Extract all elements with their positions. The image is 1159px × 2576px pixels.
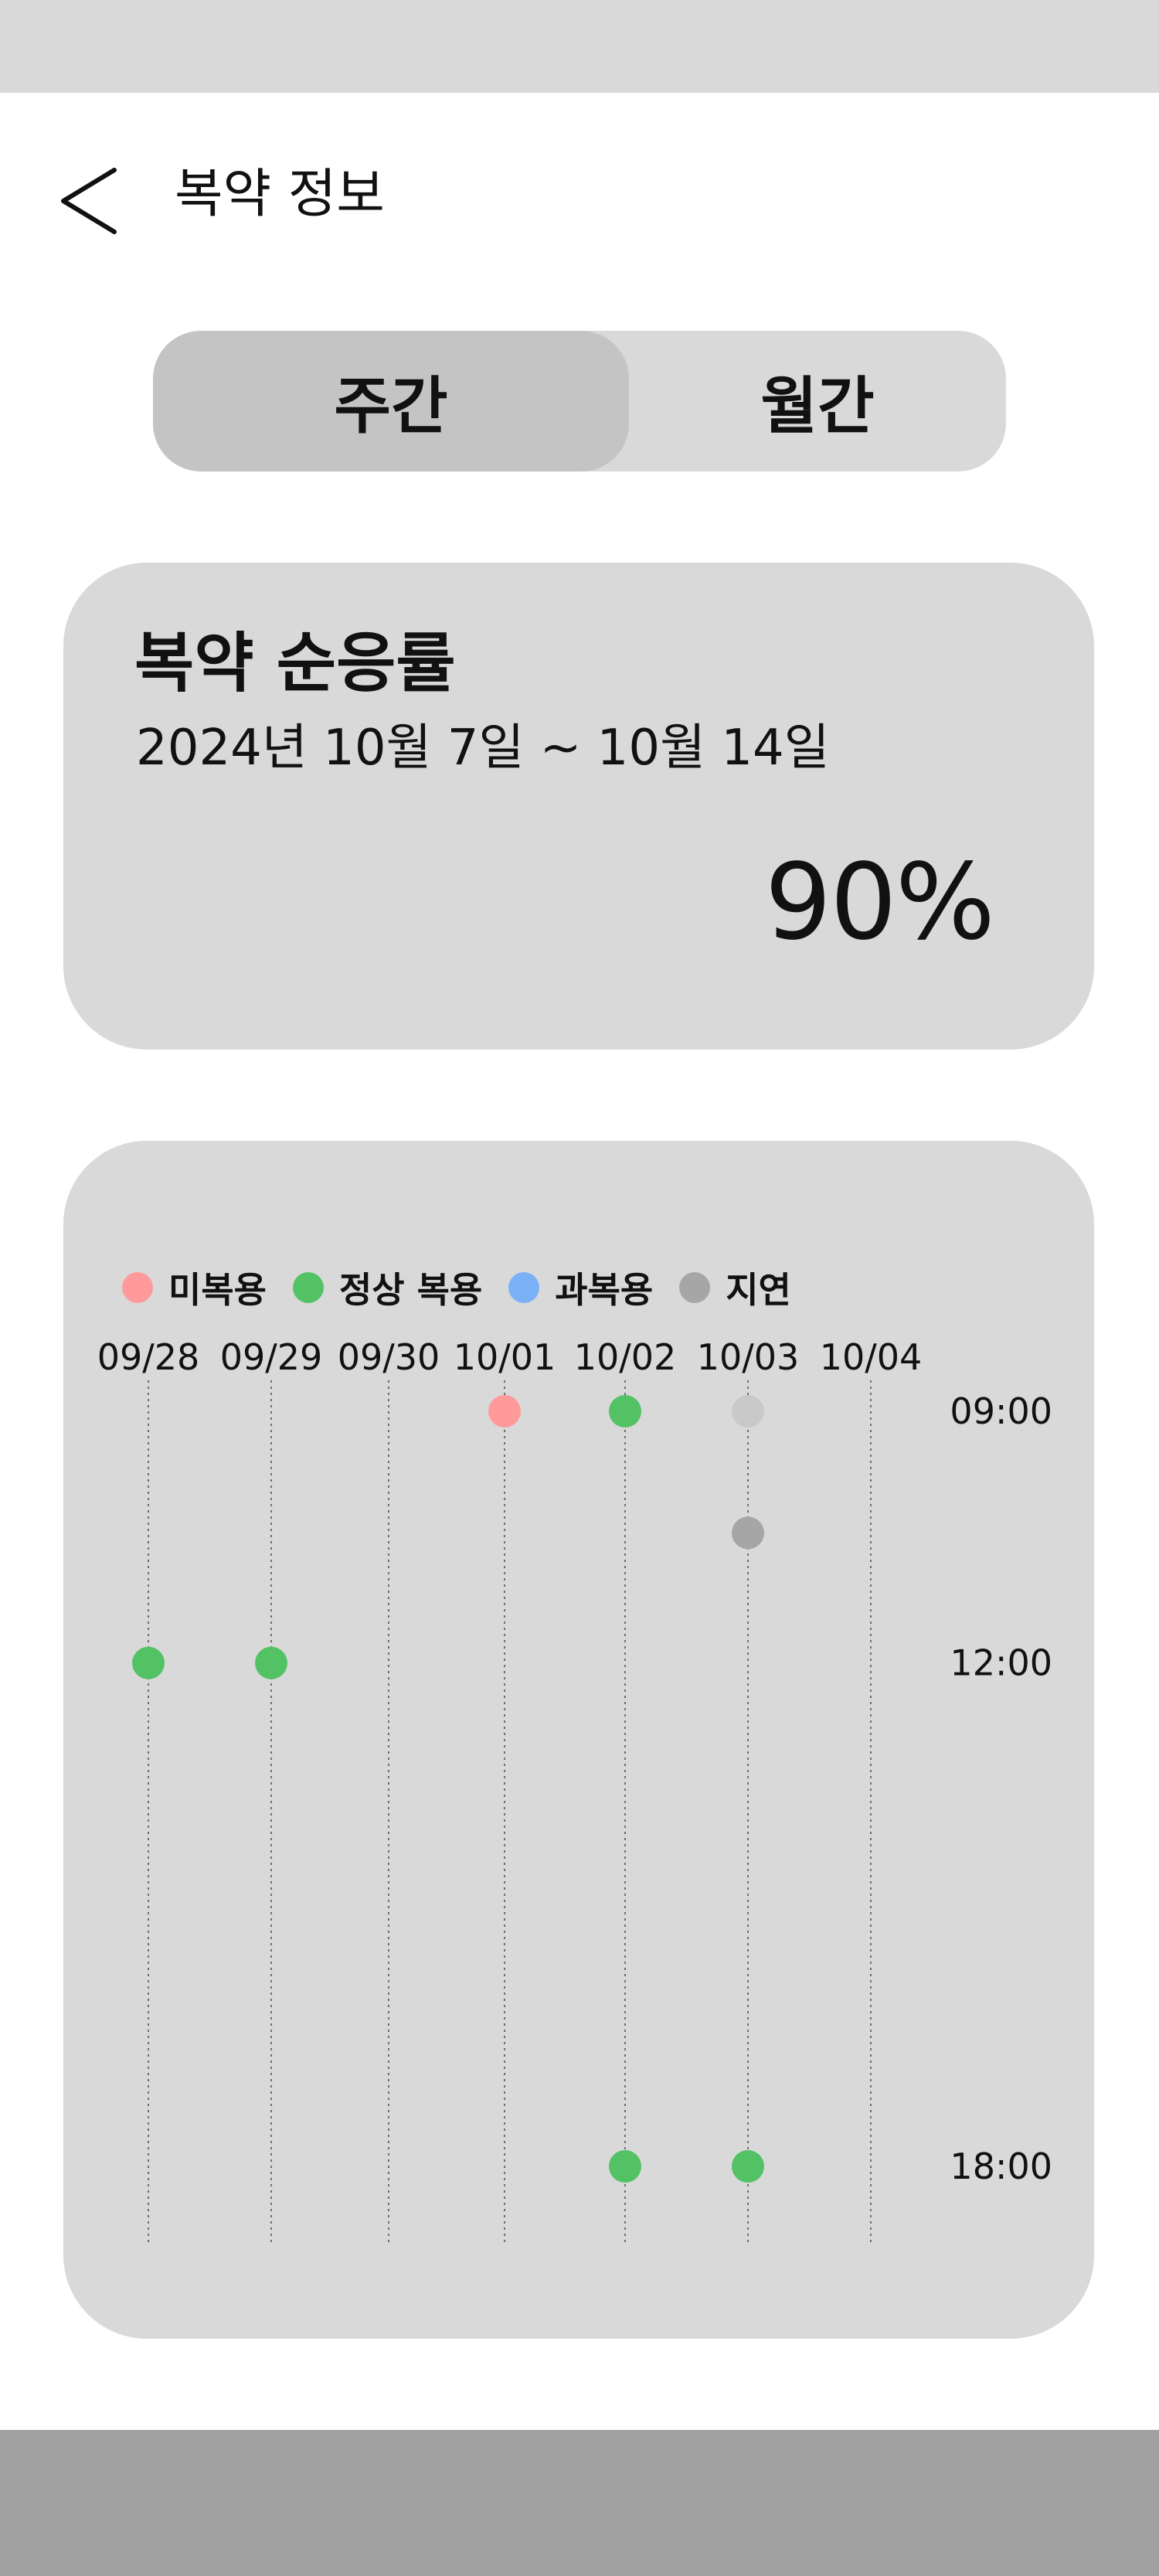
date-tick-label: 10/04 [820, 1336, 923, 1378]
page-title: 복약 정보 [175, 164, 385, 225]
chart-legend: 미복용 정상 복용 과복용 지연 [122, 1257, 817, 1319]
dose-point[interactable] [609, 2150, 641, 2183]
legend-dot [122, 1272, 153, 1303]
header: 복약 정보 [0, 131, 1159, 271]
time-tick-label: 18:00 [950, 2146, 1052, 2187]
legend-dot [679, 1272, 711, 1303]
adherence-card: 복약 순응률 2024년 10월 7일 ~ 10월 14일 90% [63, 563, 1094, 1050]
dose-point[interactable] [732, 1395, 764, 1428]
back-button[interactable] [56, 162, 125, 240]
legend-dot [292, 1272, 324, 1303]
legend-item-overdose: 과복용 [508, 1262, 653, 1313]
dose-point[interactable] [732, 1516, 764, 1550]
dose-point[interactable] [132, 1646, 165, 1679]
legend-item-normal: 정상 복용 [292, 1262, 483, 1313]
date-tick-label: 09/30 [338, 1336, 440, 1378]
time-tick-label: 12:00 [950, 1642, 1052, 1684]
bottom-navigation-bar [0, 2430, 1159, 2576]
chevron-left-icon [61, 168, 117, 234]
medication-timeline-card: 미복용 정상 복용 과복용 지연 09/28 09/29 09/30 10/01 10/… [63, 1141, 1094, 2339]
adherence-date-range: 2024년 10월 7일 ~ 10월 14일 [136, 720, 830, 777]
adherence-title: 복약 순응률 [134, 625, 456, 701]
dose-point[interactable] [732, 2150, 764, 2183]
tab-monthly[interactable]: 월간 [760, 370, 875, 442]
status-bar [0, 0, 1159, 93]
tab-weekly[interactable]: 주간 [153, 331, 629, 471]
legend-label: 정상 복용 [338, 1269, 483, 1311]
date-tick-label: 10/03 [697, 1336, 800, 1378]
legend-label: 과복용 [555, 1269, 654, 1311]
date-tick-label: 10/02 [574, 1336, 677, 1378]
legend-item-missed: 미복용 [122, 1262, 267, 1313]
legend-label: 미복용 [168, 1269, 267, 1311]
period-toggle: 주간 월간 [153, 331, 1006, 471]
date-tick-label: 09/29 [220, 1336, 323, 1378]
dose-point[interactable] [255, 1646, 287, 1679]
date-tick-label: 09/28 [97, 1336, 200, 1378]
adherence-rate: 90% [764, 842, 995, 964]
date-tick-label: 10/01 [454, 1336, 556, 1378]
legend-label: 지연 [726, 1269, 791, 1311]
legend-item-delayed: 지연 [679, 1262, 791, 1313]
legend-dot [508, 1272, 540, 1303]
dose-point[interactable] [609, 1395, 641, 1428]
dose-point[interactable] [488, 1395, 521, 1428]
medication-timeline-chart: 09/28 09/29 09/30 10/01 10/02 10/03 10/04 09:00… [97, 1336, 1052, 2244]
time-tick-label: 09:00 [950, 1390, 1052, 1432]
